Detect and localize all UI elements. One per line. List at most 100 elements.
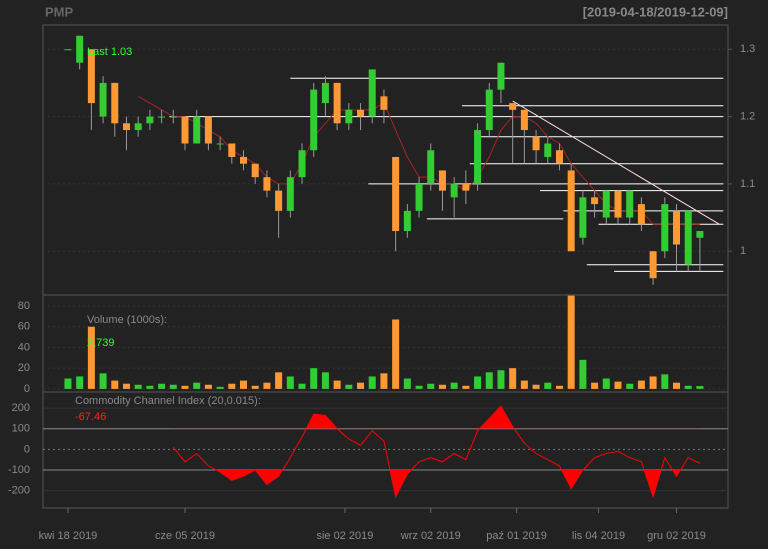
volume-bar xyxy=(474,376,482,389)
volume-bar xyxy=(64,378,72,389)
volume-bar xyxy=(673,382,681,389)
volume-bar xyxy=(240,380,248,389)
volume-bar xyxy=(204,384,212,389)
y-tick-label: 1.1 xyxy=(740,178,755,190)
candle-body xyxy=(673,210,681,245)
panel-title: Volume (1000s): xyxy=(87,314,167,326)
candle-body xyxy=(158,116,166,118)
candle-body xyxy=(87,49,95,104)
volume-bar xyxy=(462,385,470,389)
volume-bar xyxy=(368,376,376,389)
volume-bar xyxy=(99,373,107,389)
x-tick-label: lis 04 2019 xyxy=(572,530,625,542)
volume-bar xyxy=(696,386,704,389)
candle-body xyxy=(555,150,563,164)
x-tick-label: wrz 02 2019 xyxy=(400,530,461,542)
volume-bar xyxy=(251,385,259,389)
volume-last: 2,739 xyxy=(87,337,115,349)
y-tick-label: 20 xyxy=(18,362,30,374)
y-tick-label: 60 xyxy=(18,321,30,333)
candle-body xyxy=(509,103,517,110)
x-tick-label: sie 02 2019 xyxy=(316,530,373,542)
volume-bar xyxy=(403,378,411,389)
volume-bar xyxy=(333,380,341,389)
candle-body xyxy=(649,251,657,279)
volume-bar xyxy=(158,383,166,389)
candle-body xyxy=(111,82,119,124)
volume-bar xyxy=(415,385,423,389)
candle-body xyxy=(240,156,248,164)
volume-bar xyxy=(134,384,142,389)
volume-bar xyxy=(509,368,517,389)
candle-body xyxy=(99,82,107,117)
candle-body xyxy=(193,116,201,144)
candle-body xyxy=(591,197,599,205)
volume-bar xyxy=(427,383,435,389)
x-tick-label: paź 01 2019 xyxy=(486,530,547,542)
candle-body xyxy=(579,197,587,238)
x-tick-label: kwi 18 2019 xyxy=(39,530,98,542)
volume-bar xyxy=(345,384,353,389)
candle-body xyxy=(427,150,435,184)
symbol: PMP xyxy=(45,4,74,19)
volume-bar xyxy=(555,385,563,389)
volume-bar xyxy=(544,382,552,389)
candle-body xyxy=(403,210,411,232)
candle-body xyxy=(392,156,400,232)
volume-bar xyxy=(169,384,177,389)
date-range: [2019-04-18/2019-12-09] xyxy=(583,4,728,19)
y-tick-label: 1 xyxy=(740,245,746,257)
candle-body xyxy=(134,123,142,131)
volume-bar xyxy=(614,381,622,389)
y-tick-label: 1.2 xyxy=(740,110,755,122)
candle-body xyxy=(485,89,493,131)
candle-body xyxy=(462,183,470,191)
cci-excess-fill xyxy=(216,470,681,497)
volume-bar xyxy=(122,383,130,389)
volume-bar xyxy=(567,295,575,389)
volume-bar xyxy=(228,383,236,389)
volume-bar xyxy=(626,383,634,389)
volume-bar xyxy=(357,382,365,389)
volume-bar xyxy=(298,383,306,389)
cci-last: -67.46 xyxy=(75,411,106,423)
volume-bar xyxy=(275,372,283,389)
candle-body xyxy=(626,190,634,218)
candle-body xyxy=(310,89,318,151)
candle-body xyxy=(181,116,189,144)
y-tick-label: 100 xyxy=(12,423,30,435)
y-tick-label: 200 xyxy=(12,402,30,414)
candle-body xyxy=(76,35,84,63)
candle-body xyxy=(298,150,306,178)
volume-bar xyxy=(520,380,528,389)
y-tick-label: -100 xyxy=(8,464,30,476)
y-tick-label: 0 xyxy=(24,443,30,455)
candle-body xyxy=(684,210,692,265)
volume-bar xyxy=(263,382,271,389)
candle-body xyxy=(263,177,271,191)
volume-bar xyxy=(438,384,446,389)
volume-bar xyxy=(181,385,189,389)
volume-bar xyxy=(310,368,318,389)
y-tick-label: 40 xyxy=(18,341,30,353)
candle-body xyxy=(602,190,610,218)
last-price: Last 1.03 xyxy=(87,46,132,58)
y-tick-label: -200 xyxy=(8,485,30,497)
candle-body xyxy=(345,109,353,124)
candle-body xyxy=(544,143,552,157)
x-tick-label: gru 02 2019 xyxy=(647,530,706,542)
volume-bar xyxy=(146,385,154,389)
volume-bar xyxy=(532,384,540,389)
candle-body xyxy=(357,109,365,117)
candle-body xyxy=(637,204,645,225)
candle-body xyxy=(438,170,446,191)
volume-bar xyxy=(602,378,610,389)
last-label: Last xyxy=(87,46,108,58)
cci-excess-fill xyxy=(173,406,700,429)
candle-body xyxy=(520,109,528,131)
volume-bar xyxy=(193,382,201,389)
candle-body xyxy=(661,204,669,252)
volume-bar xyxy=(392,319,400,389)
candle-body xyxy=(64,49,72,51)
candle-body xyxy=(122,123,130,131)
